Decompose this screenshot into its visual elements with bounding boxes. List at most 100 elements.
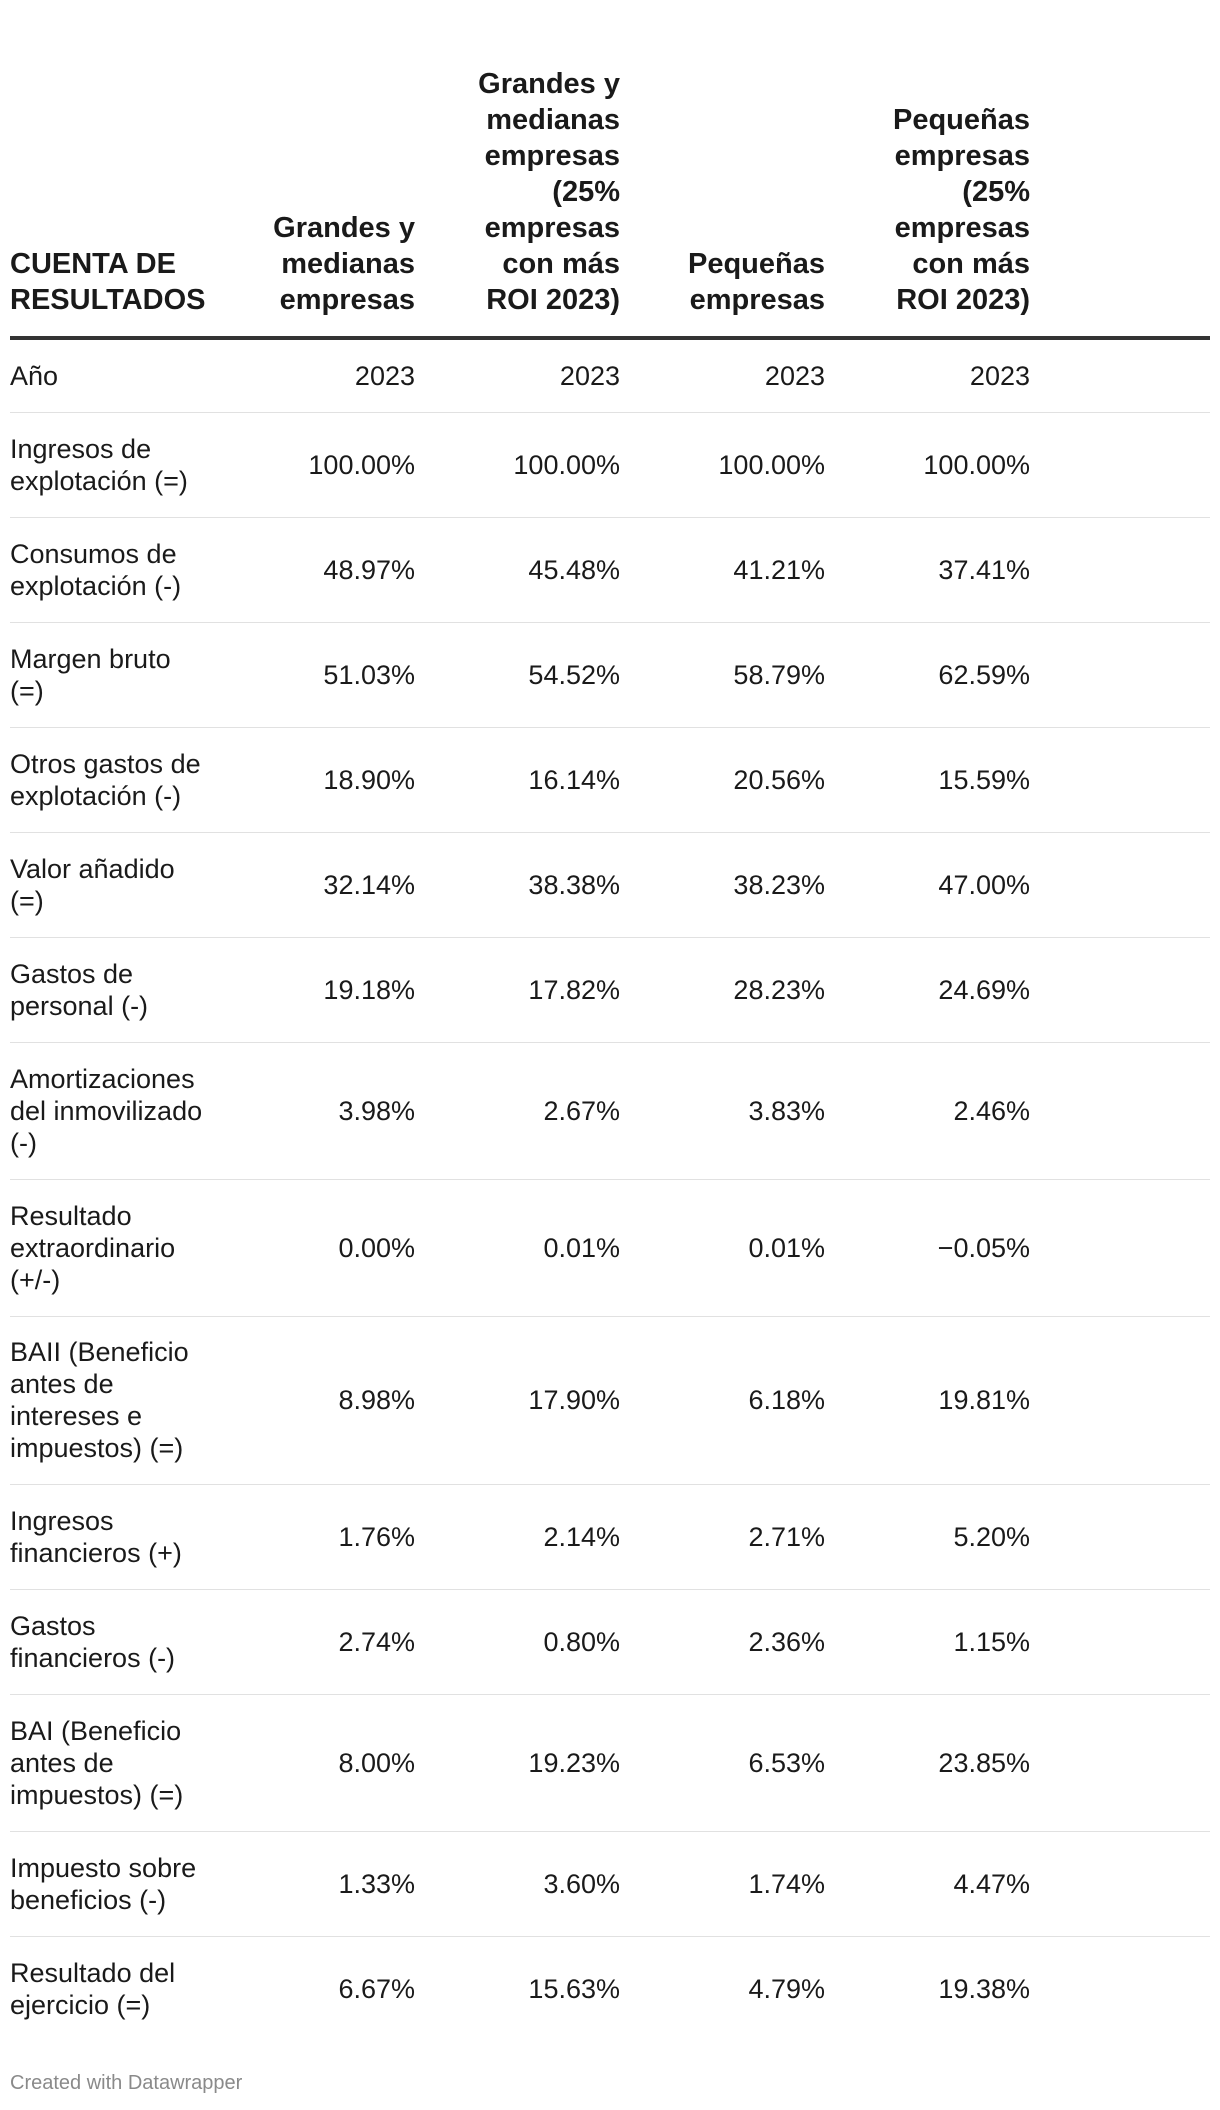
row-value: 1.33% [210,1831,415,1937]
table-row: Impuesto sobre beneficios (-) 1.33% 3.60% 1… [10,1831,1210,1937]
row-value: 100.00% [825,412,1030,518]
row-spacer [1030,517,1210,623]
row-label: Año [10,338,210,413]
row-label: Amortizaciones del inmovilizado (-) [10,1042,210,1180]
table-row: Gastos de personal (-) 19.18% 17.82% 28.23%… [10,937,1210,1043]
row-value: 2.74% [210,1589,415,1695]
row-value: 6.67% [338,1973,415,2004]
row-spacer [1030,1042,1210,1180]
row-label: Ingresos de explotación (=) [10,412,210,518]
row-spacer [1030,1694,1210,1832]
row-value: 0.00% [210,1179,415,1317]
row-value: 15.63% [528,1973,620,2004]
row-label: Ingresos financieros (+) [10,1484,210,1590]
table-row: Gastos financieros (-) 2.74% 0.80% 2.36% 1.1… [10,1589,1210,1695]
row-label: Margen bruto (=) [10,622,210,728]
column-spacer [1030,0,1210,340]
row-value: 19.81% [825,1316,1030,1485]
row-value: 100.00% [415,412,620,518]
column-header-grandes-medianas-top-roi[interactable]: Grandes y medianas empresas (25% empresa… [415,0,620,340]
row-value: 2.67% [415,1042,620,1180]
row-value: 2.46% [825,1042,1030,1180]
row-value: 6.18% [620,1316,825,1485]
row-value: 100.00% [620,412,825,518]
row-value: 19.23% [415,1694,620,1832]
table-row: Otros gastos de explotación (-) 18.90% 16.… [10,727,1210,833]
row-value: 8.00% [210,1694,415,1832]
row-value: 1.76% [210,1484,415,1590]
row-value: 51.03% [210,622,415,728]
row-value: 4.79% [748,1973,825,2004]
table-row: Ingresos de explotación (=) 100.00% 100.00… [10,412,1210,518]
row-value: 2.14% [415,1484,620,1590]
row-value: 58.79% [620,622,825,728]
row-value: 100.00% [210,412,415,518]
row-label: Resultado del ejercicio (=) [10,1957,176,2020]
row-spacer [1030,1179,1210,1317]
row-value: 19.18% [210,937,415,1043]
row-value: 5.20% [825,1484,1030,1590]
column-header-grandes-medianas[interactable]: Grandes y medianas empresas [210,0,415,340]
table-row: Año 2023 2023 2023 2023 [10,338,1210,413]
row-value: 2.71% [620,1484,825,1590]
row-label: BAII (Beneficio antes de intereses e imp… [10,1316,210,1485]
row-spacer [1030,832,1210,938]
row-value: 2023 [825,338,1030,413]
column-header-cuenta[interactable]: CUENTA DE RESULTADOS [10,0,210,340]
row-value: 0.80% [415,1589,620,1695]
row-label: Gastos financieros (-) [10,1589,210,1695]
row-label: BAI (Beneficio antes de impuestos) (=) [10,1694,210,1832]
row-value: 38.38% [415,832,620,938]
row-value: 2.36% [620,1589,825,1695]
row-value: 24.69% [825,937,1030,1043]
row-value: 45.48% [415,517,620,623]
row-value: 32.14% [210,832,415,938]
row-value: 1.15% [825,1589,1030,1695]
row-value: 15.59% [825,727,1030,833]
table-row: Resultado del ejercicio (=) 6.67% 15.63% 4.… [10,1936,1210,2041]
row-spacer [1030,1936,1210,2041]
column-header-pequenas-top-roi[interactable]: Pequeñas empresas (25% empresas con más … [825,0,1030,340]
row-value: 20.56% [620,727,825,833]
row-value: 19.38% [938,1973,1030,2004]
row-spacer [1030,937,1210,1043]
table-row: BAI (Beneficio antes de impuestos) (=) 8.… [10,1694,1210,1832]
table-row: Margen bruto (=) 51.03% 54.52% 58.79% 62.59% [10,622,1210,728]
row-value: −0.05% [825,1179,1030,1317]
row-value: 28.23% [620,937,825,1043]
row-value: 41.21% [620,517,825,623]
table-row: BAII (Beneficio antes de intereses e imp… [10,1316,1210,1485]
row-label: Resultado extraordinario (+/-) [10,1179,210,1317]
results-table-container: CUENTA DE RESULTADOS Grandes y medianas … [10,0,1210,2041]
row-value: 2023 [210,338,415,413]
header-row: CUENTA DE RESULTADOS Grandes y medianas … [10,0,1210,340]
column-header-pequenas[interactable]: Pequeñas empresas [620,0,825,340]
row-spacer [1030,338,1210,413]
row-spacer [1030,1316,1210,1485]
row-label: Gastos de personal (-) [10,937,210,1043]
table-row: Resultado extraordinario (+/-) 0.00% 0.01%… [10,1179,1210,1317]
row-value: 8.98% [210,1316,415,1485]
table-row: Consumos de explotación (-) 48.97% 45.48% 4… [10,517,1210,623]
row-value: 47.00% [825,832,1030,938]
row-value: 2023 [620,338,825,413]
row-value: 2023 [415,338,620,413]
row-label: Consumos de explotación (-) [10,517,210,623]
row-value: 23.85% [825,1694,1030,1832]
table-row: Amortizaciones del inmovilizado (-) 3.98%… [10,1042,1210,1180]
row-value: 38.23% [620,832,825,938]
row-value: 37.41% [825,517,1030,623]
row-value: 0.01% [620,1179,825,1317]
row-spacer [1030,1831,1210,1937]
row-value: 62.59% [825,622,1030,728]
row-value: 6.53% [620,1694,825,1832]
row-spacer [1030,622,1210,728]
row-label: Otros gastos de explotación (-) [10,727,210,833]
row-label: Impuesto sobre beneficios (-) [10,1831,210,1937]
row-value: 17.90% [415,1316,620,1485]
row-value: 17.82% [415,937,620,1043]
row-spacer [1030,1589,1210,1695]
row-label: Valor añadido (=) [10,832,210,938]
datawrapper-credit: Created with Datawrapper [10,2072,243,2094]
row-value: 54.52% [415,622,620,728]
